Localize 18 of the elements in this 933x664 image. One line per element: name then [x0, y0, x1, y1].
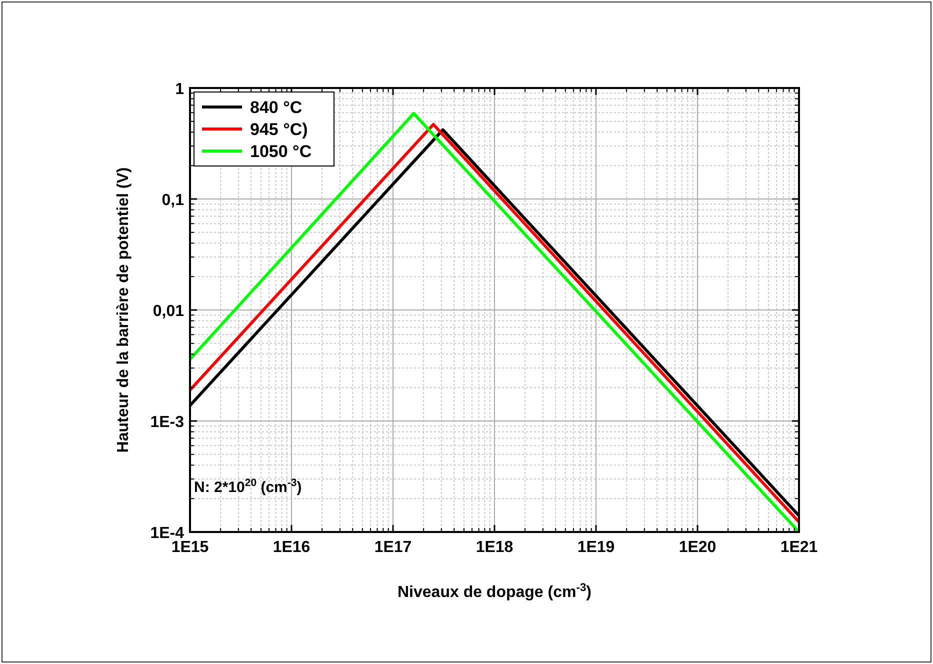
y-tick-label: 1: [175, 81, 184, 98]
y-tick-label: 1E-3: [150, 414, 184, 431]
x-tick-label: 1E21: [780, 539, 818, 556]
legend-label: 945 °C): [250, 120, 308, 139]
y-axis-title: Hauteur de la barrière de potentiel (V): [115, 167, 132, 453]
annotation: N: 2*10$^{20}$ (cm$^{-3}$): [194, 477, 302, 496]
x-tick-label: 1E16: [272, 539, 310, 556]
x-tick-label: 1E20: [678, 539, 716, 556]
x-tick-label: 1E18: [476, 539, 514, 556]
y-tick-label: 0,1: [162, 192, 184, 209]
legend-label: 840 °C: [250, 98, 302, 117]
x-tick-label: 1E19: [577, 539, 615, 556]
legend-label: 1050 °C: [250, 142, 312, 161]
x-tick-label: 1E15: [171, 539, 209, 556]
y-tick-label: 0,01: [152, 303, 184, 320]
y-tick-label: 1E-4: [150, 525, 184, 542]
x-tick-label: 1E17: [374, 539, 412, 556]
x-axis-title: Niveaux de dopage (cm$^{-3}$): [398, 582, 592, 601]
